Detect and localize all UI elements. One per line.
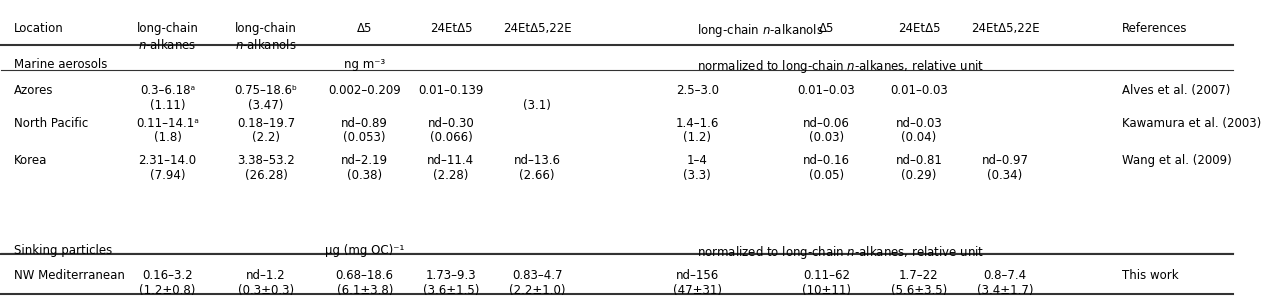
Text: 24EtΔ5,22E: 24EtΔ5,22E — [971, 22, 1040, 35]
Text: (1.2): (1.2) — [683, 131, 711, 144]
Text: (0.34): (0.34) — [987, 169, 1023, 182]
Text: NW Mediterranean: NW Mediterranean — [14, 269, 125, 282]
Text: (0.38): (0.38) — [347, 169, 383, 182]
Text: (6.1±3.8): (6.1±3.8) — [336, 284, 393, 297]
Text: 2.5–3.0: 2.5–3.0 — [675, 84, 719, 97]
Text: (3.47): (3.47) — [249, 98, 284, 111]
Text: (2.28): (2.28) — [433, 169, 469, 182]
Text: (0.066): (0.066) — [430, 131, 473, 144]
Text: Δ5: Δ5 — [819, 22, 835, 35]
Text: nd–0.81: nd–0.81 — [895, 154, 942, 167]
Text: (0.29): (0.29) — [901, 169, 936, 182]
Text: (1.11): (1.11) — [150, 98, 185, 111]
Text: (5.6±3.5): (5.6±3.5) — [891, 284, 948, 297]
Text: This work: This work — [1122, 269, 1179, 282]
Text: nd–1.2: nd–1.2 — [247, 269, 286, 282]
Text: 1–4: 1–4 — [687, 154, 707, 167]
Text: (0.3±0.3): (0.3±0.3) — [238, 284, 294, 297]
Text: 0.01–0.03: 0.01–0.03 — [890, 84, 948, 97]
Text: ng m⁻³: ng m⁻³ — [344, 58, 385, 71]
Text: (1.8): (1.8) — [154, 131, 181, 144]
Text: 0.3–6.18ᵃ: 0.3–6.18ᵃ — [140, 84, 195, 97]
Text: nd–156: nd–156 — [675, 269, 719, 282]
Text: (3.6±1.5): (3.6±1.5) — [422, 284, 479, 297]
Text: Location: Location — [14, 22, 63, 35]
Text: Kawamura et al. (2003): Kawamura et al. (2003) — [1122, 117, 1261, 130]
Text: normalized to long-chain $n$-alkanes, relative unit: normalized to long-chain $n$-alkanes, re… — [697, 58, 985, 75]
Text: nd–0.97: nd–0.97 — [981, 154, 1028, 167]
Text: 24EtΔ5: 24EtΔ5 — [898, 22, 940, 35]
Text: (0.05): (0.05) — [809, 169, 844, 182]
Text: Sinking particles: Sinking particles — [14, 244, 112, 257]
Text: (3.1): (3.1) — [523, 98, 551, 111]
Text: nd–11.4: nd–11.4 — [428, 154, 475, 167]
Text: (47±31): (47±31) — [673, 284, 722, 297]
Text: nd–0.16: nd–0.16 — [802, 154, 850, 167]
Text: 0.01–0.139: 0.01–0.139 — [419, 84, 484, 97]
Text: References: References — [1122, 22, 1188, 35]
Text: (3.4±1.7): (3.4±1.7) — [977, 284, 1034, 297]
Text: 1.73–9.3: 1.73–9.3 — [425, 269, 476, 282]
Text: 1.4–1.6: 1.4–1.6 — [675, 117, 719, 130]
Text: nd–0.30: nd–0.30 — [428, 117, 474, 130]
Text: 24EtΔ5,22E: 24EtΔ5,22E — [503, 22, 571, 35]
Text: 0.002–0.209: 0.002–0.209 — [329, 84, 401, 97]
Text: nd–0.06: nd–0.06 — [802, 117, 850, 130]
Text: 0.75–18.6ᵇ: 0.75–18.6ᵇ — [235, 84, 298, 97]
Text: normalized to long-chain $n$-alkanes, relative unit: normalized to long-chain $n$-alkanes, re… — [697, 244, 985, 261]
Text: (2.2±1.0): (2.2±1.0) — [508, 284, 565, 297]
Text: long-chain
$n$-alkanols: long-chain $n$-alkanols — [235, 22, 297, 52]
Text: long-chain $n$-alkanols: long-chain $n$-alkanols — [697, 22, 824, 39]
Text: nd–0.89: nd–0.89 — [342, 117, 388, 130]
Text: (0.053): (0.053) — [343, 131, 386, 144]
Text: (2.2): (2.2) — [252, 131, 280, 144]
Text: 0.68–18.6: 0.68–18.6 — [335, 269, 394, 282]
Text: Azores: Azores — [14, 84, 53, 97]
Text: long-chain
$n$-alkanes: long-chain $n$-alkanes — [136, 22, 199, 52]
Text: (3.3): (3.3) — [683, 169, 711, 182]
Text: 0.83–4.7: 0.83–4.7 — [512, 269, 562, 282]
Text: 24EtΔ5: 24EtΔ5 — [430, 22, 473, 35]
Text: 0.11–14.1ᵃ: 0.11–14.1ᵃ — [136, 117, 199, 130]
Text: Korea: Korea — [14, 154, 48, 167]
Text: 2.31–14.0: 2.31–14.0 — [139, 154, 196, 167]
Text: (1.2±0.8): (1.2±0.8) — [140, 284, 196, 297]
Text: Wang et al. (2009): Wang et al. (2009) — [1122, 154, 1231, 167]
Text: 0.01–0.03: 0.01–0.03 — [797, 84, 855, 97]
Text: (7.94): (7.94) — [150, 169, 185, 182]
Text: 1.7–22: 1.7–22 — [899, 269, 939, 282]
Text: (0.04): (0.04) — [901, 131, 936, 144]
Text: nd–2.19: nd–2.19 — [342, 154, 388, 167]
Text: 3.38–53.2: 3.38–53.2 — [238, 154, 295, 167]
Text: (0.03): (0.03) — [809, 131, 844, 144]
Text: nd–0.03: nd–0.03 — [895, 117, 942, 130]
Text: North Pacific: North Pacific — [14, 117, 89, 130]
Text: 0.8–7.4: 0.8–7.4 — [984, 269, 1027, 282]
Text: (2.66): (2.66) — [519, 169, 555, 182]
Text: (10±11): (10±11) — [802, 284, 851, 297]
Text: 0.16–3.2: 0.16–3.2 — [143, 269, 193, 282]
Text: 0.11–62: 0.11–62 — [802, 269, 850, 282]
Text: Marine aerosols: Marine aerosols — [14, 58, 107, 71]
Text: Alves et al. (2007): Alves et al. (2007) — [1122, 84, 1230, 97]
Text: (26.28): (26.28) — [245, 169, 288, 182]
Text: 0.18–19.7: 0.18–19.7 — [238, 117, 295, 130]
Text: Δ5: Δ5 — [357, 22, 372, 35]
Text: nd–13.6: nd–13.6 — [514, 154, 561, 167]
Text: μg (mg OC)⁻¹: μg (mg OC)⁻¹ — [325, 244, 404, 257]
